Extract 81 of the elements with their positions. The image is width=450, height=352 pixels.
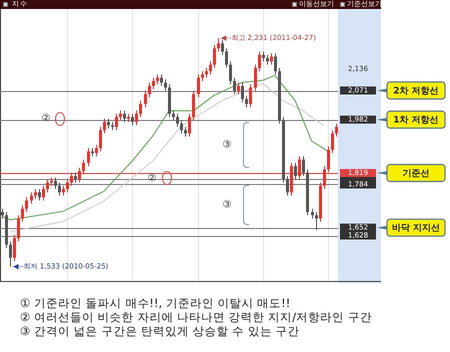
candlestick <box>107 118 110 129</box>
candlestick <box>123 110 126 122</box>
candlestick <box>164 78 167 92</box>
candlestick <box>42 185 45 202</box>
candlestick <box>180 120 183 134</box>
candlestick <box>115 113 118 131</box>
candlestick <box>156 74 159 85</box>
candlestick <box>74 172 77 183</box>
candlestick <box>119 110 122 121</box>
candlestick <box>144 90 147 108</box>
candlestick <box>184 126 187 138</box>
candlestick <box>249 84 252 108</box>
candlestick <box>254 64 257 92</box>
annotation: ③ <box>222 140 232 151</box>
text: ③ 간격이 넓은 구간은 탄력있게 상승할 수 있는 구간 <box>20 324 300 339</box>
candlestick <box>13 234 16 262</box>
candlestick <box>62 185 65 196</box>
candlestick <box>335 123 338 138</box>
candlestick <box>217 38 220 52</box>
candlestick <box>266 54 269 66</box>
text: ② 여러선들이 비슷한 자리에 나타나면 강력한 지지/저항라인 구간 <box>20 310 372 325</box>
candlestick <box>176 113 179 128</box>
candlestick <box>172 110 175 121</box>
candlestick <box>262 51 265 62</box>
candlestick <box>99 126 102 152</box>
candlestick <box>270 52 273 66</box>
text: 바닥 지지선 <box>392 224 440 234</box>
candlestick <box>258 51 261 72</box>
candlestick <box>54 177 57 190</box>
candlestick <box>1 208 4 220</box>
candlestick <box>286 175 289 196</box>
candlestick <box>205 67 208 78</box>
candlestick <box>294 162 297 180</box>
candlestick <box>17 214 20 242</box>
candlestick <box>302 156 305 176</box>
candlestick <box>95 144 98 157</box>
candlestick <box>245 95 248 108</box>
candlestick <box>160 74 163 86</box>
candlestick <box>241 82 244 103</box>
candlestick <box>298 156 301 180</box>
candlestick <box>78 167 81 183</box>
annotation: ③ <box>222 200 232 211</box>
candlestick <box>46 178 49 193</box>
candlestick <box>213 44 216 68</box>
candlestick <box>233 77 236 95</box>
candlestick <box>237 82 240 95</box>
candlestick <box>148 82 151 98</box>
candlestick <box>30 192 33 204</box>
candlestick <box>103 118 106 134</box>
candlestick <box>274 52 277 75</box>
candlestick <box>9 240 12 268</box>
candlestick <box>38 188 41 202</box>
candlestick <box>82 159 85 175</box>
candlestick <box>188 113 191 138</box>
candlestick <box>315 211 318 230</box>
candlestick <box>323 166 326 190</box>
candlestick <box>327 146 330 174</box>
candlestick <box>87 148 90 167</box>
candlestick <box>197 74 200 98</box>
candlestick <box>201 70 204 82</box>
text: ① 기준라인 돌파시 매수!!, 기준라인 이탈시 매도!! <box>20 296 290 311</box>
text: 2차 저항선 <box>393 86 439 96</box>
candlestick <box>25 196 28 212</box>
candlestick <box>331 130 334 154</box>
candlestick <box>34 188 37 200</box>
candlestick <box>152 77 155 90</box>
candlestick <box>139 100 142 118</box>
candlestick <box>131 113 134 126</box>
text: 기준선 <box>402 168 430 179</box>
candlestick <box>135 110 138 126</box>
candlestick <box>192 90 195 121</box>
candlestick <box>225 48 228 68</box>
candlestick <box>21 204 24 222</box>
candlestick <box>221 40 224 56</box>
candlestick <box>209 60 212 75</box>
candlestick <box>229 60 232 85</box>
candlestick <box>58 182 61 196</box>
candlestick <box>311 208 314 220</box>
candlestick <box>70 172 73 186</box>
candlestick <box>66 178 69 193</box>
text: 1차 저항선 <box>393 115 439 126</box>
